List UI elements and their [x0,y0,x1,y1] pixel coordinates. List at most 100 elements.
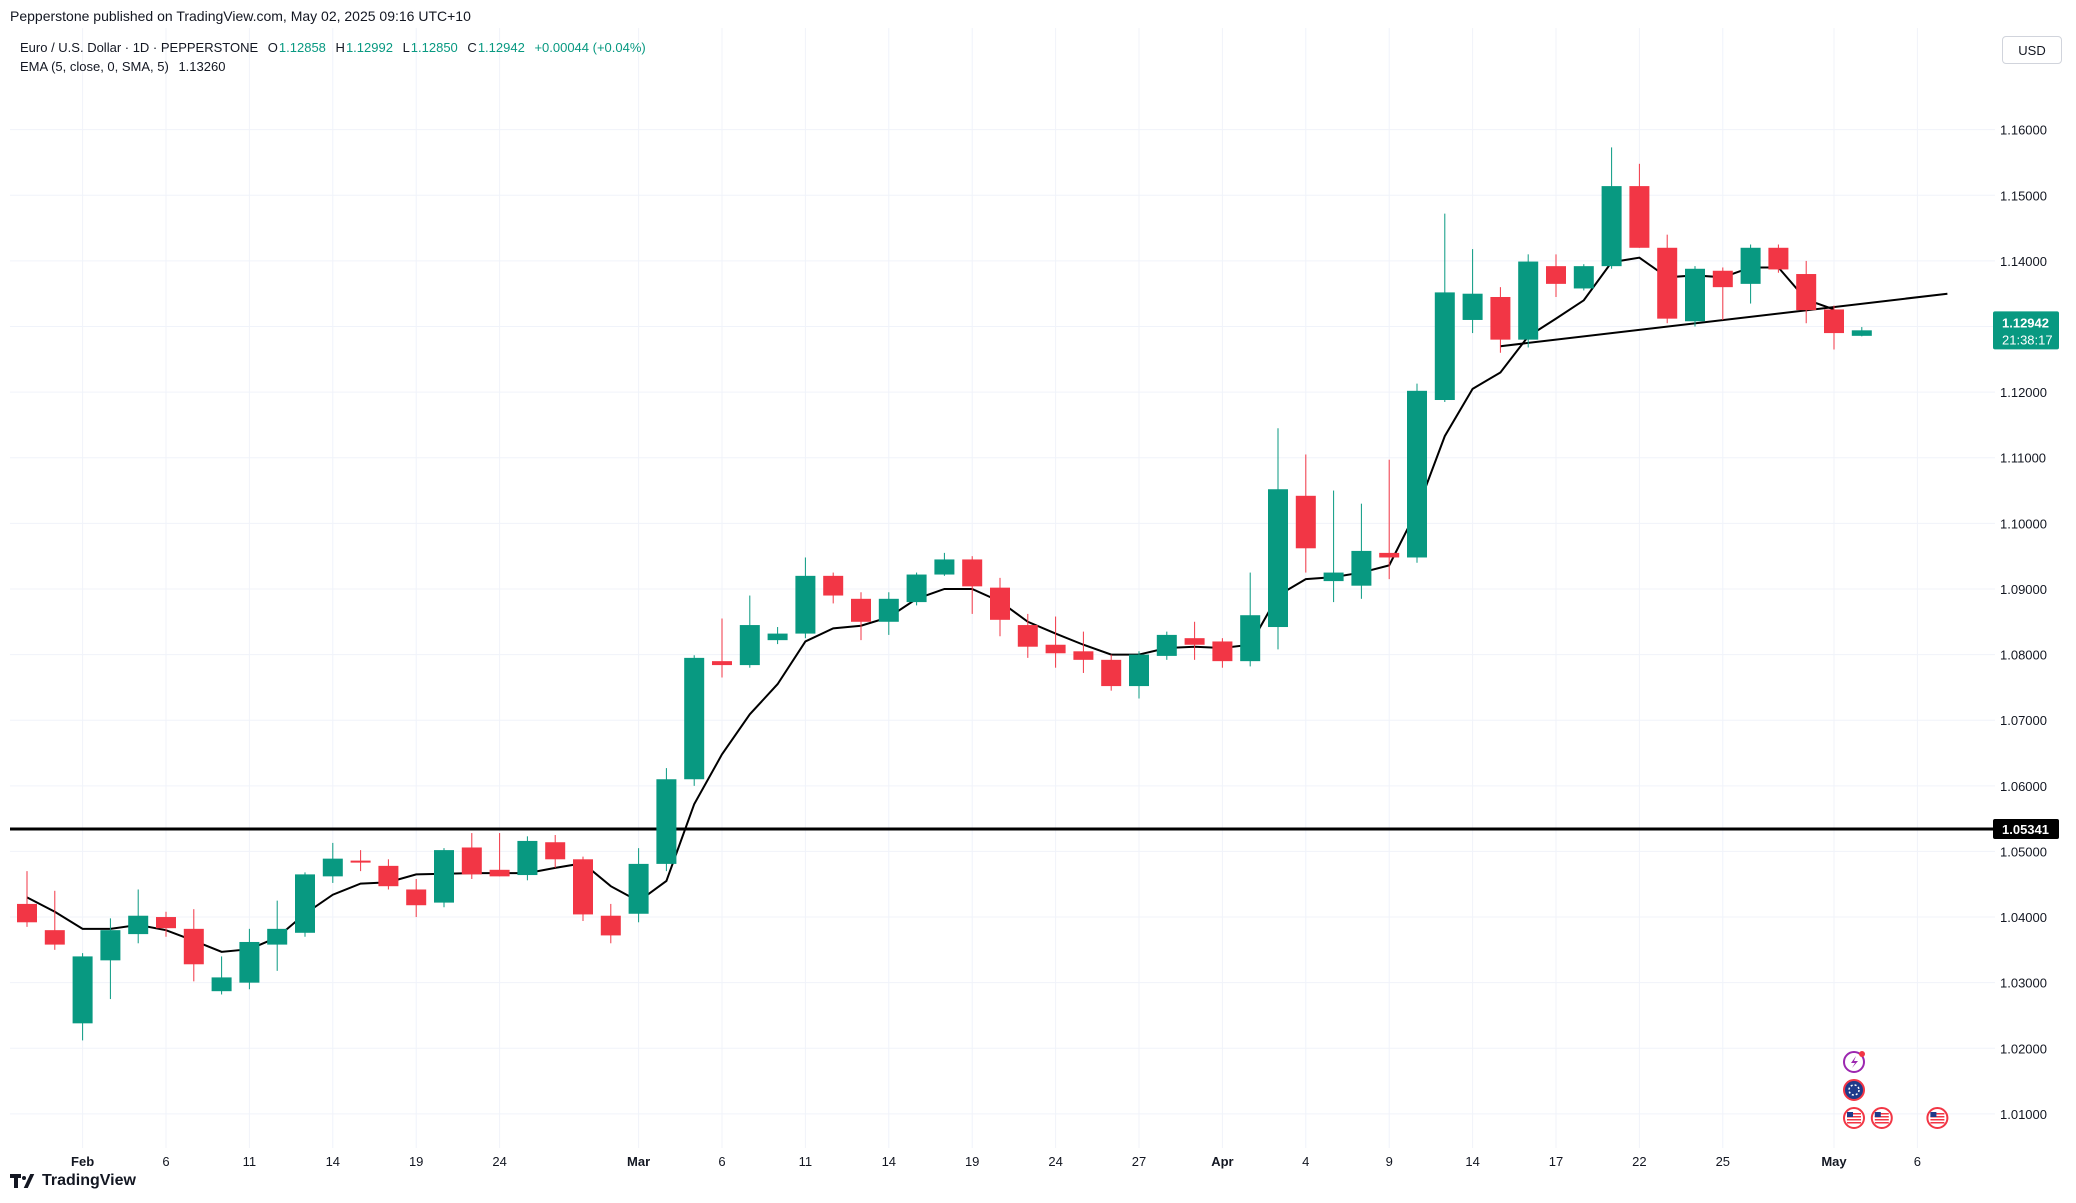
time-tick-label: 4 [1302,1154,1309,1169]
candle-body [156,917,176,929]
notification-dot [1859,1051,1865,1057]
indicator-legend: EMA (5, close, 0, SMA, 5) 1.13260 [20,57,652,76]
time-tick-label: 14 [326,1154,340,1169]
time-tick-label: Feb [71,1154,94,1169]
price-tick-label: 1.05000 [2000,844,2047,859]
candle-body [517,840,538,876]
time-tick-label: 11 [799,1154,813,1169]
candle-body [1240,615,1261,662]
candle-body [712,661,732,666]
time-tick-label: 27 [1132,1154,1146,1169]
candle-body [1546,266,1566,284]
flag-canton [1874,1112,1881,1117]
flag-circle [1926,1107,1949,1129]
candle-body [1184,638,1205,645]
globe-event-icon[interactable] [1843,1079,1865,1101]
candle-body [1657,247,1678,319]
price-tick-label: 1.09000 [2000,582,2047,597]
open-label: O [267,40,278,55]
candle-body [934,559,955,575]
candle-body [461,847,482,875]
currency-button[interactable]: USD [2002,36,2062,64]
candle-body [1796,274,1817,311]
indicator-name[interactable]: EMA (5, close, 0, SMA, 5) [20,59,169,74]
flag-stripe [1930,1119,1945,1121]
time-tick-label: 14 [882,1154,896,1169]
flag-stripe [1874,1116,1889,1118]
candle-body [1129,654,1149,687]
flag-canton [1847,1112,1853,1117]
candle-body [17,903,37,923]
candle-body [628,863,649,914]
candle-body [489,869,510,877]
candle-body [1351,550,1372,586]
time-tick-label: 17 [1549,1154,1563,1169]
price-tick-label: 1.11000 [2000,451,2046,466]
open-value: 1.12858 [278,40,326,55]
trendline [1500,292,1948,348]
time-tick-label: May [1821,1154,1847,1169]
time-tick-label: 24 [492,1154,506,1169]
candle-body [406,889,427,906]
symbol-name[interactable]: Euro / U.S. Dollar · 1D · PEPPERSTONE [20,40,259,55]
ema-line [26,256,1835,953]
high-label: H [335,40,345,55]
candle-body [183,928,204,965]
candle-body [1073,651,1094,660]
candle-body [851,598,871,622]
flag-canton [1930,1112,1937,1117]
flag-stripe [1874,1113,1889,1115]
time-tick-label: 6 [718,1154,725,1169]
candle-body [1851,330,1872,336]
candle-body [322,858,343,877]
candle-body [1407,390,1427,558]
candle-body [378,865,399,887]
flag-stripe [1847,1122,1861,1124]
candle-body [1295,495,1316,549]
lightning-event-icon[interactable] [1843,1051,1865,1073]
time-tick-label: 25 [1716,1154,1730,1169]
us-flag-event-icon[interactable] [1843,1107,1865,1129]
candle-body [684,657,705,780]
price-tick-label: 1.04000 [2000,910,2047,925]
candle-body [1740,247,1761,284]
candle-body [1101,659,1122,687]
candle-body [1490,296,1511,340]
candle-body [1712,270,1733,288]
candle-body [267,928,288,945]
candle-body [1685,268,1705,322]
time-tick-label: Mar [627,1154,650,1169]
time-tick-label: 24 [1048,1154,1062,1169]
candle-body [1017,625,1038,647]
time-tick-label: 22 [1632,1154,1646,1169]
flag-stripe [1930,1116,1945,1118]
horizontal-level-label: 1.05341 [2002,822,2049,837]
candles [17,147,1872,1041]
price-tick-label: 1.06000 [2000,779,2047,794]
flag-stripe [1874,1122,1889,1124]
candle-body [1462,293,1483,320]
globe-circle [1843,1079,1865,1101]
candle-body [1212,641,1233,662]
legend: Euro / U.S. Dollar · 1D · PEPPERSTONE O1… [20,38,652,76]
candle-body [656,779,677,864]
candle-body [72,956,93,1024]
candle-body [573,859,593,915]
price-tick-label: 1.02000 [2000,1041,2047,1056]
us-flag-event-icon[interactable] [1870,1107,1893,1129]
price-tick-label: 1.14000 [2000,254,2047,269]
time-tick-label: 11 [243,1154,257,1169]
close-value: 1.12942 [477,40,525,55]
candle-body [906,574,927,603]
horizontal-level-label-bg [1993,819,2059,840]
price-tick-label: 1.15000 [2000,188,2047,203]
price-tick-label: 1.03000 [2000,976,2047,991]
time-tick-label: 9 [1386,1154,1393,1169]
candle-body [1601,186,1622,267]
us-flag-event-icon[interactable] [1926,1107,1949,1129]
price-tick-label: 1.16000 [2000,123,2047,138]
tradingview-logo[interactable]: TradingView [10,1172,136,1190]
candle-body [823,575,844,596]
candle-body [878,598,899,622]
